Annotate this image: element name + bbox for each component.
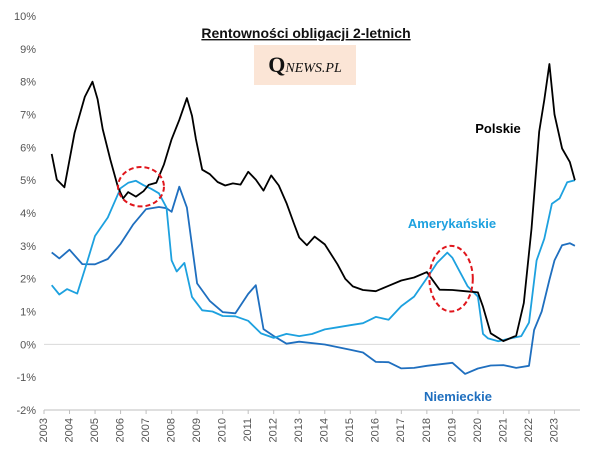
- x-tick-label: 2004: [63, 418, 75, 442]
- series-line-niemieckie: [51, 185, 576, 375]
- y-tick-label: 6%: [20, 142, 36, 154]
- x-tick-label: 2021: [497, 418, 509, 442]
- x-tick-label: 2007: [140, 418, 152, 442]
- x-tick-label: 2005: [89, 418, 101, 442]
- y-tick-label: 3%: [20, 241, 36, 253]
- series-lines: [50, 63, 576, 375]
- x-tick-label: 2012: [268, 418, 280, 442]
- x-tick-label: 2023: [548, 418, 560, 442]
- y-tick-label: 7%: [20, 110, 36, 122]
- y-tick-label: 9%: [20, 44, 36, 56]
- x-tick-label: 2022: [523, 418, 535, 442]
- x-tick-label: 2020: [472, 418, 484, 442]
- series-labels: Polskie Amerykańskie Niemieckie: [408, 121, 521, 404]
- x-tick-label: 2003: [38, 418, 50, 442]
- x-tick-label: 2015: [344, 418, 356, 442]
- x-tick-label: 2013: [293, 418, 305, 442]
- series-label-niemieckie: Niemieckie: [424, 389, 492, 404]
- y-tick-label: 10%: [14, 11, 36, 23]
- x-tick-label: 2018: [421, 418, 433, 442]
- series-label-amerykaskie: Amerykańskie: [408, 216, 496, 231]
- logo-text: QNEWS.PL: [254, 45, 356, 85]
- y-axis: -2% -1% 0% 1% 2% 3% 4% 5% 6% 7% 8% 9% 10%: [14, 11, 580, 417]
- logo-rest: NEWS.PL: [285, 61, 342, 76]
- x-tick-label: 2017: [395, 418, 407, 442]
- y-tick-label: -1%: [16, 372, 36, 384]
- x-axis: 2003 2004 2005 2006 2007 2008 2009 2010 2011 2012…: [38, 409, 580, 442]
- x-tick-label: 2016: [370, 418, 382, 442]
- x-tick-label: 2019: [446, 418, 458, 442]
- series-line-polskie: [50, 63, 576, 342]
- logo-q: Q: [268, 52, 286, 77]
- annotations: [117, 166, 474, 313]
- y-tick-label: -2%: [16, 405, 36, 417]
- series-label-polskie: Polskie: [475, 121, 521, 136]
- qnews-logo: QNEWS.PL: [254, 45, 356, 85]
- x-tick-label: 2011: [242, 418, 254, 442]
- x-tick-label: 2009: [191, 418, 203, 442]
- x-tick-label: 2014: [319, 418, 331, 442]
- x-tick-label: 2008: [166, 418, 178, 442]
- y-tick-label: 5%: [20, 175, 36, 187]
- y-tick-label: 1%: [20, 307, 36, 319]
- x-tick-label: 2010: [217, 418, 229, 442]
- highlight-ellipse: [117, 166, 165, 208]
- series-line-amerykaskie: [51, 179, 576, 343]
- y-tick-label: 8%: [20, 77, 36, 89]
- y-tick-label: 0%: [20, 339, 36, 351]
- chart-title: Rentowności obligacji 2-letnich: [201, 25, 410, 41]
- y-tick-label: 4%: [20, 208, 36, 220]
- highlight-ellipse: [428, 244, 474, 313]
- x-tick-label: 2006: [114, 418, 126, 442]
- y-tick-label: 2%: [20, 274, 36, 286]
